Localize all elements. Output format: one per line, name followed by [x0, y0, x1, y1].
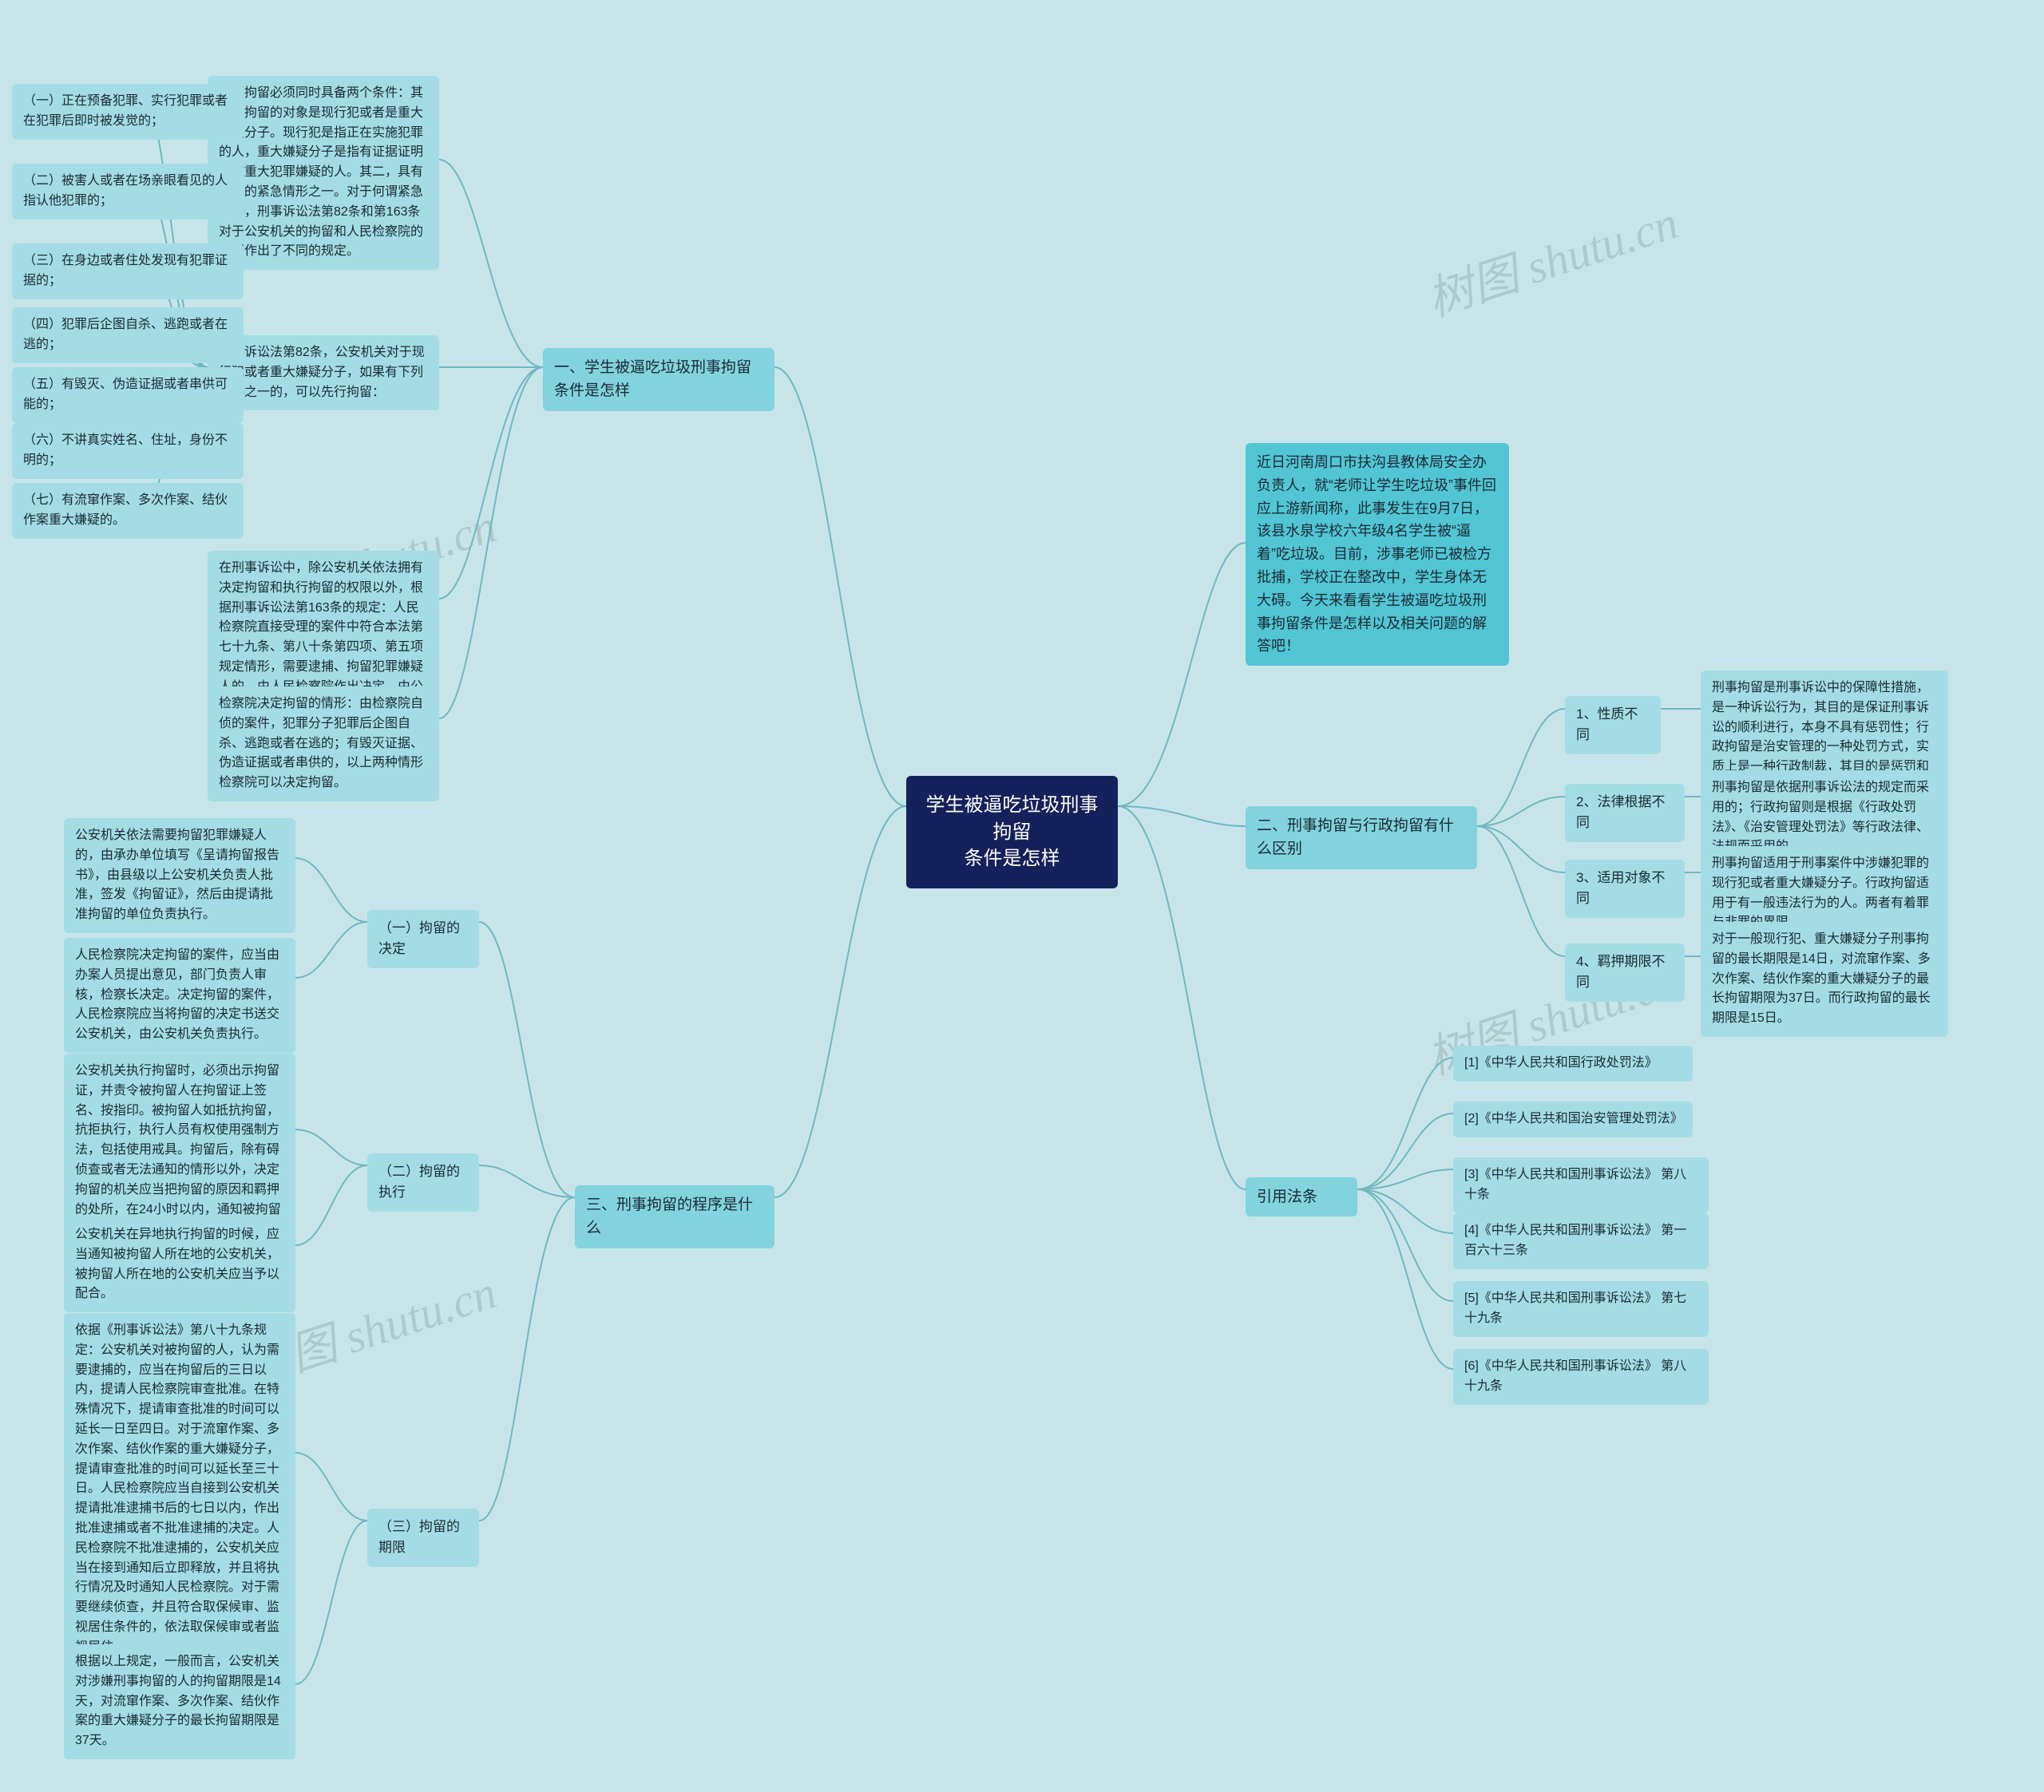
watermark: 树图 shutu.cn [1417, 185, 1685, 329]
branch1-n4: 检察院决定拘留的情形：由检察院自侦的案件，犯罪分子犯罪后企图自杀、逃跑或者在逃的… [208, 686, 439, 801]
root-node: 学生被逼吃垃圾刑事拘留条件是怎样 [906, 776, 1118, 888]
ref-1: [1]《中华人民共和国行政处罚法》 [1453, 1046, 1693, 1082]
b1-item-7: （七）有流窜作案、多次作案、结伙作案重大嫌疑的。 [12, 483, 244, 539]
b3-s1-b: 人民检察院决定拘留的案件，应当由办案人员提出意见，部门负责人审核，检察长决定。决… [64, 938, 295, 1053]
ref-2: [2]《中华人民共和国治安管理处罚法》 [1453, 1102, 1693, 1137]
branch3-title: 三、刑事拘留的程序是什么 [575, 1185, 774, 1248]
ref-4: [4]《中华人民共和国刑事诉讼法》 第一百六十三条 [1453, 1213, 1709, 1269]
ref-6: [6]《中华人民共和国刑事诉讼法》 第八十九条 [1453, 1349, 1709, 1405]
b3-s3: （三）拘留的期限 [367, 1509, 479, 1567]
b1-item-1: （一）正在预备犯罪、实行犯罪或者在犯罪后即时被发觉的； [12, 84, 244, 140]
refs-title: 引用法条 [1246, 1177, 1357, 1216]
b1-item-3: （三）在身边或者住处发现有犯罪证据的； [12, 243, 244, 299]
ref-3: [3]《中华人民共和国刑事诉讼法》 第八十条 [1453, 1157, 1709, 1213]
b1-item-5: （五）有毁灭、伪造证据或者串供可能的； [12, 367, 244, 423]
b3-s2: （二）拘留的执行 [367, 1153, 479, 1212]
b3-s1-a: 公安机关依法需要拘留犯罪嫌疑人的，由承办单位填写《呈请拘留报告书》，由县级以上公… [64, 818, 295, 933]
b1-item-6: （六）不讲真实姓名、住址，身份不明的； [12, 423, 244, 479]
b2-k-4: 4、羁押期限不同 [1565, 943, 1685, 1002]
b3-s3-b: 根据以上规定，一般而言，公安机关对涉嫌刑事拘留的人的拘留期限是14天，对流窜作案… [64, 1644, 295, 1759]
b2-v-4: 对于一般现行犯、重大嫌疑分子刑事拘留的最长期限是14日，对流窜作案、多次作案、结… [1701, 922, 1948, 1037]
b2-k-2: 2、法律根据不同 [1565, 784, 1685, 842]
b2-k-1: 1、性质不同 [1565, 696, 1661, 754]
b2-k-3: 3、适用对象不同 [1565, 860, 1685, 918]
b3-s2-b: 公安机关在异地执行拘留的时候，应当通知被拘留人所在地的公安机关，被拘留人所在地的… [64, 1217, 295, 1312]
b1-item-2: （二）被害人或者在场亲眼看见的人指认他犯罪的； [12, 164, 244, 220]
b3-s1: （一）拘留的决定 [367, 910, 479, 968]
branch2-title: 二、刑事拘留与行政拘留有什么区别 [1246, 806, 1477, 869]
b3-s3-a: 依据《刑事诉讼法》第八十九条规定：公安机关对被拘留的人，认为需要逮捕的，应当在拘… [64, 1313, 295, 1666]
intro-node: 近日河南周口市扶沟县教体局安全办负责人，就“老师让学生吃垃圾”事件回应上游新闻称… [1246, 443, 1509, 666]
b1-item-4: （四）犯罪后企图自杀、逃跑或者在逃的； [12, 307, 244, 363]
branch1-title: 一、学生被逼吃垃圾刑事拘留条件是怎样 [543, 348, 774, 411]
ref-5: [5]《中华人民共和国刑事诉讼法》 第七十九条 [1453, 1281, 1709, 1337]
